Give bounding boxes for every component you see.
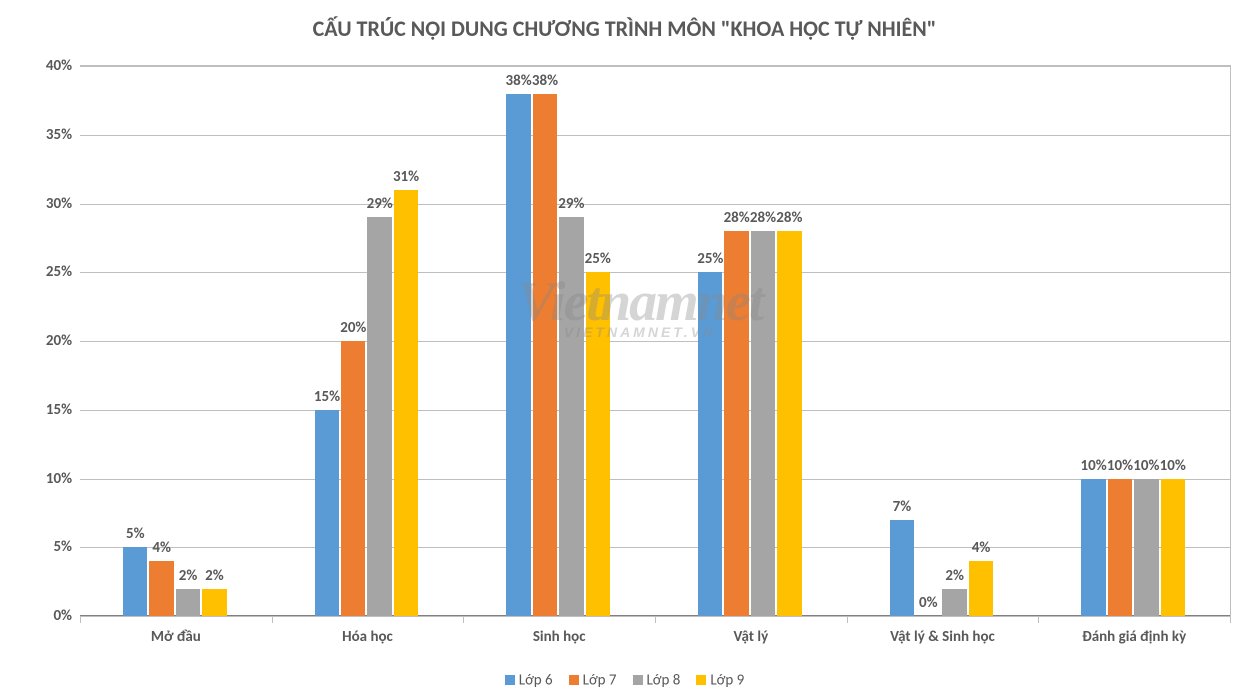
bar: 38% bbox=[506, 94, 530, 617]
bar-value-label: 4% bbox=[972, 539, 991, 557]
bar: 2% bbox=[176, 589, 200, 617]
bar: 29% bbox=[367, 217, 391, 616]
legend-item: Lớp 6 bbox=[505, 671, 553, 689]
bar: 20% bbox=[341, 341, 365, 616]
bar-value-label: 10% bbox=[1081, 457, 1107, 475]
legend-item: Lớp 7 bbox=[569, 671, 617, 689]
y-axis-tick-label: 25% bbox=[30, 263, 72, 281]
bar-value-label: 2% bbox=[205, 567, 224, 585]
y-axis-tick-label: 40% bbox=[30, 57, 72, 75]
category-group: 25%28%28%28%Vật lý bbox=[655, 66, 847, 616]
category-group: 5%4%2%2%Mở đầu bbox=[80, 66, 272, 616]
x-axis-tick bbox=[1230, 616, 1231, 623]
chart-container: CẤU TRÚC NỘI DUNG CHƯƠNG TRÌNH MÔN "KHOA… bbox=[0, 0, 1249, 695]
bar-value-label: 38% bbox=[532, 72, 558, 90]
category-label: Vật lý & Sinh học bbox=[847, 616, 1039, 646]
y-axis-tick-label: 5% bbox=[30, 538, 72, 556]
bar: 10% bbox=[1161, 479, 1185, 617]
bar-value-label: 38% bbox=[506, 72, 532, 90]
bar: 38% bbox=[533, 94, 557, 617]
bar-value-label: 15% bbox=[314, 388, 340, 406]
bar-value-label: 28% bbox=[724, 209, 750, 227]
y-axis-tick-label: 30% bbox=[30, 195, 72, 213]
chart-title: CẤU TRÚC NỘI DUNG CHƯƠNG TRÌNH MÔN "KHOA… bbox=[0, 0, 1249, 50]
bar: 25% bbox=[698, 272, 722, 616]
category-label: Đánh giá định kỳ bbox=[1038, 616, 1230, 646]
bar: 10% bbox=[1134, 479, 1158, 617]
bar-value-label: 29% bbox=[367, 195, 393, 213]
bar: 2% bbox=[942, 589, 966, 617]
legend-swatch bbox=[696, 675, 706, 685]
bar: 28% bbox=[724, 231, 748, 616]
bar: 28% bbox=[777, 231, 801, 616]
category-group: 38%38%29%25%Sinh học bbox=[463, 66, 655, 616]
bar-value-label: 5% bbox=[126, 525, 145, 543]
legend-label: Lớp 7 bbox=[583, 671, 617, 689]
bar-value-label: 10% bbox=[1107, 457, 1133, 475]
bar: 7% bbox=[890, 520, 914, 616]
category-label: Hóa học bbox=[272, 616, 464, 646]
bar: 29% bbox=[559, 217, 583, 616]
bar-value-label: 7% bbox=[893, 498, 912, 516]
legend-label: Lớp 6 bbox=[519, 671, 553, 689]
bar-value-label: 10% bbox=[1160, 457, 1186, 475]
category-group: 15%20%29%31%Hóa học bbox=[272, 66, 464, 616]
bar-value-label: 25% bbox=[585, 250, 611, 268]
legend-swatch bbox=[633, 675, 643, 685]
category-label: Vật lý bbox=[655, 616, 847, 646]
bar-value-label: 28% bbox=[776, 209, 802, 227]
bar-value-label: 2% bbox=[179, 567, 198, 585]
bar: 28% bbox=[751, 231, 775, 616]
bar: 10% bbox=[1081, 479, 1105, 617]
category-label: Sinh học bbox=[463, 616, 655, 646]
bar-value-label: 4% bbox=[152, 539, 171, 557]
bar: 5% bbox=[123, 547, 147, 616]
bar-value-label: 31% bbox=[393, 168, 419, 186]
legend-label: Lớp 8 bbox=[647, 671, 681, 689]
bar-value-label: 25% bbox=[697, 250, 723, 268]
bar-value-label: 29% bbox=[558, 195, 584, 213]
bar: 4% bbox=[149, 561, 173, 616]
bar: 10% bbox=[1108, 479, 1132, 617]
y-axis-tick-label: 15% bbox=[30, 401, 72, 419]
legend-item: Lớp 8 bbox=[633, 671, 681, 689]
bar-value-label: 28% bbox=[750, 209, 776, 227]
y-axis-tick-label: 0% bbox=[30, 607, 72, 625]
bar: 15% bbox=[315, 410, 339, 616]
category-group: 7%0%2%4%Vật lý & Sinh học bbox=[847, 66, 1039, 616]
bar-value-label: 0% bbox=[919, 594, 938, 612]
category-group: 10%10%10%10%Đánh giá định kỳ bbox=[1038, 66, 1230, 616]
legend-swatch bbox=[505, 675, 515, 685]
y-axis-tick-label: 20% bbox=[30, 332, 72, 350]
bar: 31% bbox=[394, 190, 418, 616]
legend-item: Lớp 9 bbox=[696, 671, 744, 689]
bar-value-label: 20% bbox=[340, 319, 366, 337]
y-axis-tick-label: 10% bbox=[30, 470, 72, 488]
legend-swatch bbox=[569, 675, 579, 685]
bar: 2% bbox=[202, 589, 226, 617]
bar-value-label: 2% bbox=[945, 567, 964, 585]
bar-value-label: 10% bbox=[1133, 457, 1159, 475]
bar: 4% bbox=[969, 561, 993, 616]
bar: 25% bbox=[586, 272, 610, 616]
legend-label: Lớp 9 bbox=[710, 671, 744, 689]
category-label: Mở đầu bbox=[80, 616, 272, 646]
legend: Lớp 6 Lớp 7 Lớp 8 Lớp 9 bbox=[0, 671, 1249, 689]
plot-area: 0%5%10%15%20%25%30%35%40%5%4%2%2%Mở đầu1… bbox=[80, 65, 1231, 616]
y-axis-tick-label: 35% bbox=[30, 126, 72, 144]
